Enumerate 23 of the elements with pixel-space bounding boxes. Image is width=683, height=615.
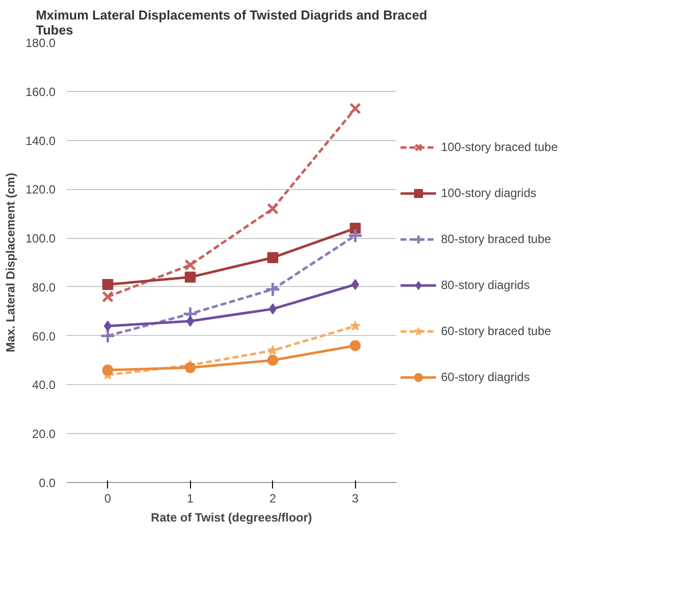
x-tick-label: 3 bbox=[352, 492, 359, 506]
x-tick-label: 2 bbox=[269, 492, 276, 506]
x-axis-title: Rate of Twist (degrees/floor) bbox=[150, 510, 312, 524]
y-tick-label: 40.0 bbox=[32, 378, 56, 392]
y-axis-title: Max. Lateral Displacement (cm) bbox=[3, 172, 18, 352]
y-tick-label: 0.0 bbox=[38, 476, 56, 490]
x-tick-label: 1 bbox=[186, 492, 194, 506]
legend-label: 100-story braced tube bbox=[441, 139, 558, 156]
legend-label: 60-story diagrids bbox=[441, 369, 530, 386]
legend-label: 80-story diagrids bbox=[441, 277, 530, 294]
chart-title: Mximum Lateral Displacements of Twisted Diagrids and Braced Tubes bbox=[36, 8, 428, 38]
y-tick-label: 100.0 bbox=[25, 232, 56, 246]
y-tick-label: 20.0 bbox=[32, 427, 56, 442]
legend-label: 100-story diagrids bbox=[441, 185, 536, 202]
y-tick-label: 180.0 bbox=[25, 36, 56, 50]
legend-label: 80-story braced tube bbox=[441, 231, 552, 248]
y-tick-label: 60.0 bbox=[32, 329, 56, 344]
legend-label: 60-story braced tube bbox=[441, 323, 552, 340]
y-tick-label: 80.0 bbox=[32, 280, 56, 294]
y-tick-label: 120.0 bbox=[25, 182, 56, 197]
y-tick-label: 140.0 bbox=[25, 134, 56, 148]
y-tick-label: 160.0 bbox=[25, 84, 56, 99]
x-tick-label: 0 bbox=[104, 492, 112, 506]
